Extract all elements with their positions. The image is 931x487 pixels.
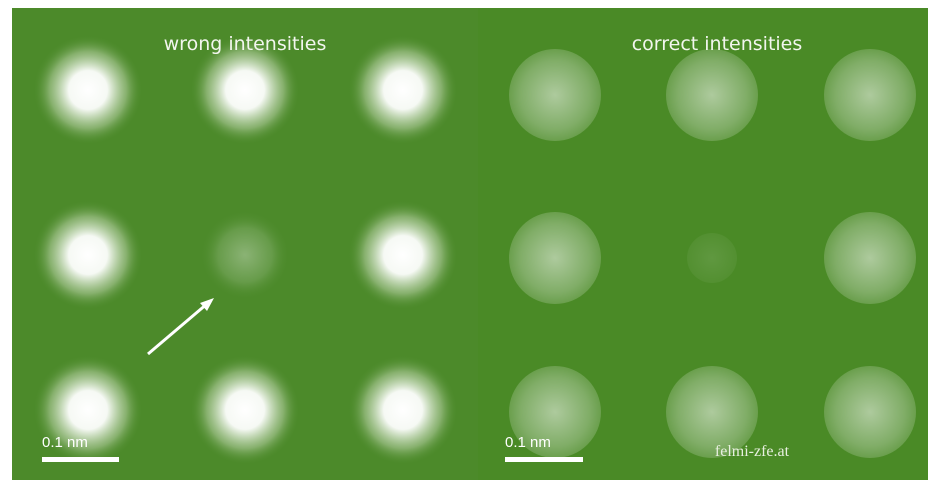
scale-label: 0.1 nm [42, 434, 88, 451]
atom-column [33, 200, 143, 310]
atom-column [190, 355, 300, 465]
atom-column [824, 49, 916, 141]
scale-bar [505, 457, 583, 462]
watermark: felmi-zfe.at [715, 443, 790, 460]
scale-bar [42, 457, 119, 462]
figure: wrong intensities correct intensities 0.… [0, 0, 931, 487]
atom-column [687, 233, 737, 283]
panel-title: correct intensities [632, 33, 803, 55]
atom-column [200, 210, 290, 300]
atom-column [666, 49, 758, 141]
scale-label: 0.1 nm [505, 434, 551, 451]
atom-column [348, 355, 458, 465]
atom-column [33, 35, 143, 145]
atom-column [348, 35, 458, 145]
atom-column [348, 200, 458, 310]
atom-column [824, 212, 916, 304]
panel-title: wrong intensities [164, 33, 327, 55]
atom-column [824, 366, 916, 458]
atom-column [509, 49, 601, 141]
atom-column [509, 212, 601, 304]
